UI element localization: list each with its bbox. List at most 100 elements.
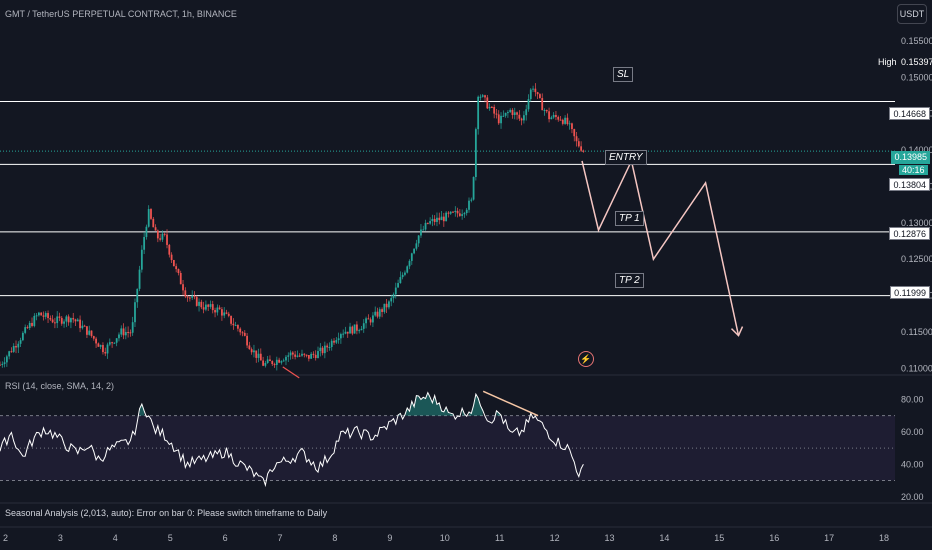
annotation-tp2[interactable]: TP 2 bbox=[615, 273, 644, 288]
candle-body bbox=[506, 112, 509, 114]
price-axis-tick: 0.11000 bbox=[901, 363, 932, 373]
candle-body bbox=[525, 109, 528, 116]
candle-body bbox=[221, 309, 223, 316]
price-axis-tick: 0.12500 bbox=[901, 254, 932, 264]
projection-arrowhead bbox=[730, 326, 744, 337]
candle-body bbox=[580, 146, 583, 151]
candle-body bbox=[10, 351, 13, 353]
candle-body bbox=[399, 277, 402, 284]
candle-body bbox=[456, 210, 459, 214]
candle-body bbox=[339, 334, 342, 339]
candle-body bbox=[291, 352, 294, 355]
candle-body bbox=[259, 353, 262, 361]
candle-body bbox=[227, 313, 230, 316]
rsi-indicator-label[interactable]: RSI (14, close, SMA, 14, 2) bbox=[5, 381, 115, 391]
candle-body bbox=[143, 236, 146, 250]
candle-body bbox=[216, 307, 219, 313]
bar-countdown: 40:16 bbox=[899, 165, 928, 175]
candle-body bbox=[81, 325, 84, 329]
candle-body bbox=[287, 355, 290, 357]
candle-body bbox=[447, 212, 450, 214]
candle-body bbox=[184, 290, 187, 297]
candle-body bbox=[557, 116, 560, 120]
candle-body bbox=[484, 95, 486, 98]
rsi-divergence-line bbox=[482, 390, 539, 417]
candle-body bbox=[67, 316, 70, 323]
candle-body bbox=[527, 99, 530, 110]
time-axis-tick: 8 bbox=[332, 533, 337, 543]
candle-body bbox=[374, 311, 377, 316]
candle-body bbox=[168, 244, 171, 255]
level-tag-2: 0.13804 bbox=[889, 178, 930, 191]
candle-body bbox=[552, 114, 555, 118]
candle-body bbox=[385, 303, 388, 308]
candle-body bbox=[223, 312, 226, 316]
candle-body bbox=[163, 233, 166, 235]
candle-body bbox=[19, 340, 22, 344]
candle-body bbox=[335, 340, 338, 343]
lightning-icon[interactable]: ⚡ bbox=[578, 351, 594, 367]
currency-button[interactable]: USDT bbox=[897, 4, 927, 24]
candle-body bbox=[248, 345, 251, 350]
rsi-line bbox=[0, 391, 584, 488]
candle-body bbox=[468, 200, 470, 210]
candle-body bbox=[573, 129, 576, 137]
candle-body bbox=[495, 113, 498, 115]
candle-body bbox=[271, 361, 274, 365]
high-label: High bbox=[876, 57, 899, 67]
candle-body bbox=[404, 272, 406, 275]
candle-body bbox=[177, 269, 180, 274]
candle-body bbox=[253, 350, 255, 353]
candle-body bbox=[150, 209, 152, 219]
symbol-title: GMT / TetherUS PERPETUAL CONTRACT, 1h, B… bbox=[5, 9, 237, 19]
candle-body bbox=[195, 296, 198, 306]
candle-body bbox=[532, 88, 534, 90]
candle-body bbox=[218, 307, 221, 310]
candle-body bbox=[559, 119, 562, 121]
candle-body bbox=[534, 88, 537, 93]
level-tag-1: 0.14668 bbox=[889, 107, 930, 120]
candle-body bbox=[346, 331, 349, 334]
candle-body bbox=[269, 359, 271, 362]
candle-body bbox=[440, 216, 443, 221]
candle-body bbox=[488, 106, 491, 109]
candle-body bbox=[63, 321, 65, 324]
candle-body bbox=[351, 326, 354, 334]
candle-body bbox=[239, 328, 242, 333]
candle-body bbox=[40, 312, 43, 316]
candle-body bbox=[397, 283, 399, 288]
annotation-entry[interactable]: ENTRY bbox=[605, 150, 647, 165]
candle-body bbox=[344, 331, 347, 334]
annotation-sl[interactable]: SL bbox=[613, 67, 634, 82]
candle-body bbox=[172, 260, 175, 267]
candle-body bbox=[124, 331, 127, 336]
level-tag-3: 0.12876 bbox=[889, 227, 930, 240]
candle-body bbox=[481, 95, 484, 97]
candle-body bbox=[548, 111, 550, 120]
candle-body bbox=[323, 345, 326, 354]
candle-body bbox=[305, 354, 308, 356]
candle-body bbox=[571, 123, 573, 130]
candle-body bbox=[509, 109, 512, 113]
candle-body bbox=[458, 213, 461, 216]
candle-body bbox=[365, 318, 367, 324]
candle-body bbox=[5, 356, 8, 363]
candle-body bbox=[449, 211, 452, 214]
candle-body bbox=[97, 343, 100, 347]
candle-body bbox=[388, 301, 390, 308]
candle-body bbox=[198, 301, 200, 306]
candle-body bbox=[115, 338, 118, 343]
price-axis-tick: 0.14000 bbox=[901, 145, 932, 155]
time-axis-tick: 13 bbox=[604, 533, 614, 543]
candle-body bbox=[92, 336, 95, 339]
candle-body bbox=[424, 222, 427, 230]
candle-body bbox=[493, 106, 496, 114]
annotation-tp1[interactable]: TP 1 bbox=[615, 211, 644, 226]
rsi-axis-tick: 20.00 bbox=[901, 492, 924, 502]
candle-body bbox=[497, 114, 500, 124]
candle-body bbox=[321, 347, 324, 354]
candle-body bbox=[486, 97, 489, 109]
candle-body bbox=[118, 334, 120, 339]
candle-body bbox=[99, 345, 102, 347]
